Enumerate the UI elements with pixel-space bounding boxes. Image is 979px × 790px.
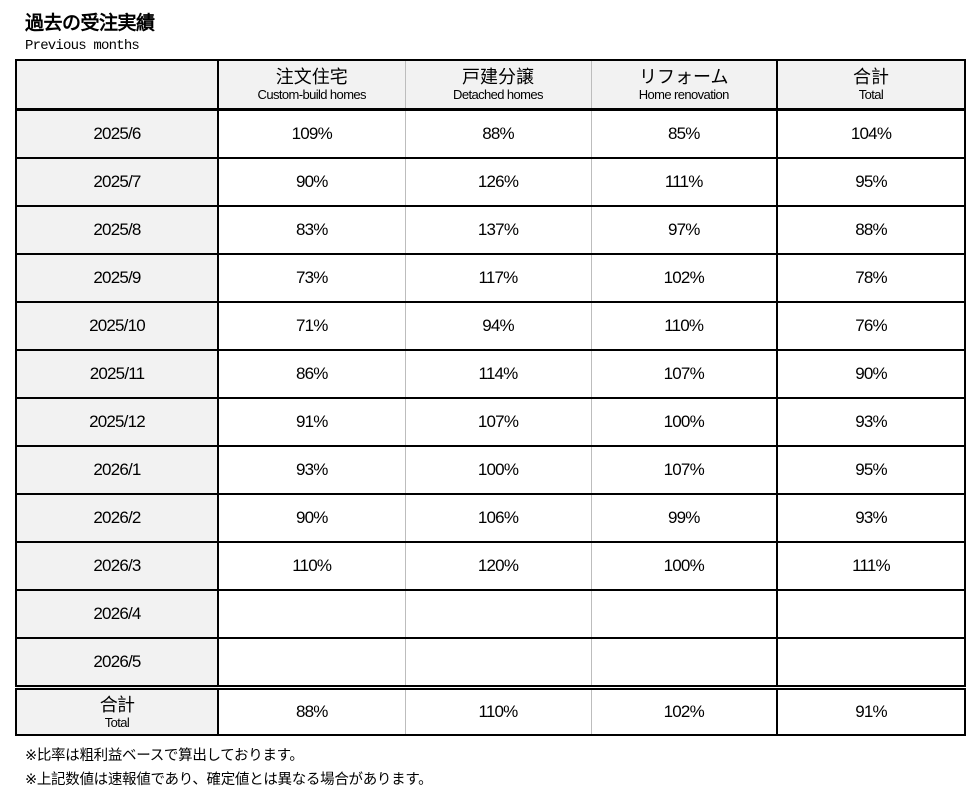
value-cell: 93% (777, 493, 965, 542)
table-row: 2025/7 90% 126% 111% 95% (16, 157, 965, 206)
value-cell: 137% (405, 205, 592, 254)
value-cell (405, 637, 592, 688)
value-cell (218, 589, 406, 638)
value-cell: 71% (218, 301, 406, 350)
value-cell: 93% (218, 445, 406, 494)
table-row: 2026/2 90% 106% 99% 93% (16, 493, 965, 542)
value-cell: 106% (405, 493, 592, 542)
value-cell (218, 637, 406, 688)
header-jp: 戸建分譲 (462, 67, 534, 87)
value-cell: 83% (218, 205, 406, 254)
value-cell: 110% (218, 541, 406, 590)
value-cell: 88% (777, 205, 965, 254)
value-cell: 78% (777, 253, 965, 302)
value-cell: 85% (591, 108, 778, 158)
table-row: 2026/3 110% 120% 100% 111% (16, 541, 965, 590)
page-subtitle: Previous months (25, 38, 140, 54)
table-row: 2025/11 86% 114% 107% 90% (16, 349, 965, 398)
table-row: 2026/4 (16, 589, 965, 638)
page-title: 過去の受注実績 (25, 13, 155, 34)
value-cell: 102% (591, 253, 778, 302)
month-cell: 2026/4 (16, 589, 219, 638)
value-cell: 111% (591, 157, 778, 206)
value-cell: 109% (218, 108, 406, 158)
total-value-cell: 91% (777, 685, 965, 735)
value-cell: 73% (218, 253, 406, 302)
value-cell: 100% (591, 397, 778, 446)
value-cell: 100% (405, 445, 592, 494)
total-row: 合計 Total 88% 110% 102% 91% (16, 685, 965, 735)
value-cell: 107% (591, 445, 778, 494)
total-value-cell: 110% (405, 685, 592, 735)
value-cell: 107% (591, 349, 778, 398)
header-en: Detached homes (453, 87, 543, 102)
header-detached: 戸建分譲 Detached homes (405, 60, 592, 111)
value-cell: 91% (218, 397, 406, 446)
header-renovation: リフォーム Home renovation (591, 60, 778, 111)
value-cell: 97% (591, 205, 778, 254)
value-cell: 90% (777, 349, 965, 398)
header-total: 合計 Total (777, 60, 965, 111)
table-row: 2025/12 91% 107% 100% 93% (16, 397, 965, 446)
month-cell: 2025/8 (16, 205, 219, 254)
header-custom-build: 注文住宅 Custom-build homes (218, 60, 406, 111)
value-cell: 95% (777, 157, 965, 206)
table-row: 2025/6 109% 88% 85% 104% (16, 108, 965, 158)
header-en: Home renovation (638, 87, 730, 102)
value-cell: 88% (405, 108, 592, 158)
table-row: 2026/1 93% 100% 107% 95% (16, 445, 965, 494)
value-cell: 111% (777, 541, 965, 590)
value-cell: 93% (777, 397, 965, 446)
value-cell: 114% (405, 349, 592, 398)
value-cell: 99% (591, 493, 778, 542)
orders-table: 注文住宅 Custom-build homes 戸建分譲 Detached home… (15, 59, 966, 736)
month-cell: 2026/5 (16, 637, 219, 688)
table-row: 2025/10 71% 94% 110% 76% (16, 301, 965, 350)
month-cell: 2026/1 (16, 445, 219, 494)
value-cell: 120% (405, 541, 592, 590)
header-jp: 注文住宅 (275, 67, 348, 87)
header-en: Custom-build homes (257, 87, 367, 102)
month-cell: 2025/6 (16, 108, 219, 158)
total-value-cell: 102% (591, 685, 778, 735)
value-cell (777, 637, 965, 688)
total-jp: 合計 (99, 694, 135, 715)
value-cell: 126% (405, 157, 592, 206)
total-label-cell: 合計 Total (16, 685, 219, 735)
month-cell: 2025/7 (16, 157, 219, 206)
month-cell: 2025/12 (16, 397, 219, 446)
value-cell (777, 589, 965, 638)
month-cell: 2026/3 (16, 541, 219, 590)
value-cell (405, 589, 592, 638)
table-row: 2025/8 83% 137% 97% 88% (16, 205, 965, 254)
total-en: Total (104, 714, 130, 730)
header-en: Total (858, 87, 884, 102)
value-cell: 104% (777, 108, 965, 158)
month-cell: 2025/11 (16, 349, 219, 398)
value-cell: 86% (218, 349, 406, 398)
total-value-cell: 88% (218, 685, 406, 735)
month-cell: 2025/10 (16, 301, 219, 350)
value-cell: 95% (777, 445, 965, 494)
value-cell: 90% (218, 493, 406, 542)
note-1: ※比率は粗利益ベースで算出しております。 (25, 748, 304, 764)
month-cell: 2025/9 (16, 253, 219, 302)
table-row: 2025/9 73% 117% 102% 78% (16, 253, 965, 302)
value-cell: 110% (591, 301, 778, 350)
value-cell (591, 589, 778, 638)
header-corner (16, 60, 219, 111)
value-cell: 117% (405, 253, 592, 302)
header-jp: 合計 (853, 67, 889, 87)
table-row: 2026/5 (16, 637, 965, 688)
header-row: 注文住宅 Custom-build homes 戸建分譲 Detached home… (16, 60, 965, 111)
month-cell: 2026/2 (16, 493, 219, 542)
header-jp: リフォーム (639, 67, 729, 87)
value-cell (591, 637, 778, 688)
note-2: ※上記数値は速報値であり、確定値とは異なる場合があります。 (25, 772, 433, 788)
value-cell: 94% (405, 301, 592, 350)
value-cell: 107% (405, 397, 592, 446)
value-cell: 100% (591, 541, 778, 590)
value-cell: 76% (777, 301, 965, 350)
value-cell: 90% (218, 157, 406, 206)
